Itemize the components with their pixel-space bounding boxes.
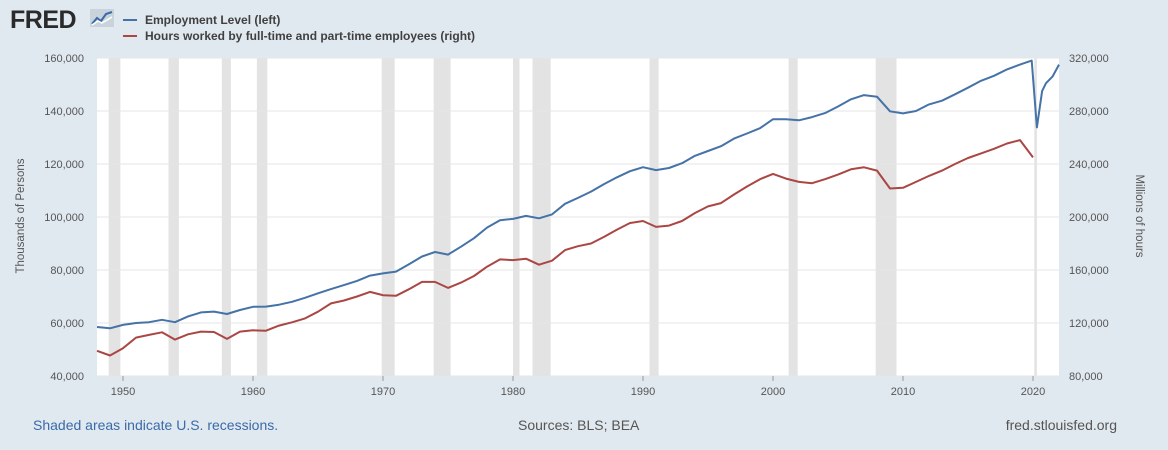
y-left-tick-label: 140,000 xyxy=(44,106,84,118)
y-left-tick-label: 100,000 xyxy=(44,212,84,224)
y-left-tick-label: 160,000 xyxy=(44,53,84,65)
y-right-tick-label: 320,000 xyxy=(1069,53,1109,65)
legend-swatch-employment xyxy=(123,19,137,21)
y-right-axis-title: Millions of hours xyxy=(1133,174,1145,257)
x-tick-label: 1990 xyxy=(631,386,655,398)
line-graph-icon xyxy=(90,9,114,27)
chart: 1950 1960 1970 1980 1990 2000 2010 2020 40,000 6… xyxy=(15,53,1145,398)
x-tick-label: 1980 xyxy=(501,386,525,398)
x-tick-label: 2020 xyxy=(1021,386,1045,398)
x-tick-label: 1960 xyxy=(241,386,265,398)
x-tick-label: 2000 xyxy=(761,386,785,398)
series-lines xyxy=(96,59,1060,357)
legend-label-hours: Hours worked by full-time and part-time … xyxy=(145,29,476,43)
y-right-tick-label: 120,000 xyxy=(1069,318,1109,330)
legend-item-employment: Employment Level (left) xyxy=(123,12,475,28)
y-left-tick-label: 40,000 xyxy=(50,371,84,383)
fred-logo: FRED xyxy=(10,6,77,34)
grid-lines xyxy=(97,57,1059,377)
employment-line xyxy=(96,59,1060,330)
x-tick-label: 1970 xyxy=(371,386,395,398)
y-left-tick-label: 60,000 xyxy=(50,318,84,330)
legend-swatch-hours xyxy=(123,35,137,37)
recession-note: Shaded areas indicate U.S. recessions. xyxy=(33,417,279,433)
legend-label-employment: Employment Level (left) xyxy=(145,13,281,27)
y-left-ticks: 40,000 60,000 80,000 100,000 120,000 140,000 1… xyxy=(44,53,84,383)
y-right-tick-label: 200,000 xyxy=(1069,212,1109,224)
chart-legend: Employment Level (left) Hours worked by … xyxy=(123,12,475,44)
hours-line xyxy=(96,139,1034,357)
y-right-tick-label: 280,000 xyxy=(1069,106,1109,118)
y-right-tick-label: 160,000 xyxy=(1069,265,1109,277)
x-axis-ticks: 1950 1960 1970 1980 1990 2000 2010 2020 xyxy=(111,376,1045,398)
y-left-tick-label: 80,000 xyxy=(50,265,84,277)
y-right-tick-label: 80,000 xyxy=(1069,371,1103,383)
y-left-tick-label: 120,000 xyxy=(44,159,84,171)
x-tick-label: 1950 xyxy=(111,386,135,398)
y-left-axis-title: Thousands of Persons xyxy=(15,158,27,273)
x-tick-label: 2010 xyxy=(891,386,915,398)
sources-note: Sources: BLS; BEA xyxy=(518,417,640,433)
legend-item-hours: Hours worked by full-time and part-time … xyxy=(123,28,475,44)
site-url[interactable]: fred.stlouisfed.org xyxy=(1005,417,1117,433)
y-right-tick-label: 240,000 xyxy=(1069,159,1109,171)
y-right-ticks: 80,000 120,000 160,000 200,000 240,000 280,00… xyxy=(1069,53,1109,383)
